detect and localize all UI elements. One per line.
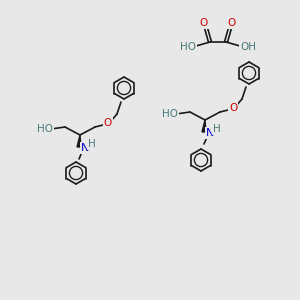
Text: N: N [81,143,89,153]
Text: H: H [213,124,221,134]
Text: N: N [206,128,214,138]
Text: O: O [228,18,236,28]
Polygon shape [202,120,206,132]
Text: O: O [104,118,112,128]
Text: H: H [88,139,96,149]
Text: HO: HO [180,42,196,52]
Text: O: O [229,103,237,113]
Text: HO: HO [162,109,178,119]
Text: OH: OH [240,42,256,52]
Polygon shape [77,135,81,147]
Text: O: O [200,18,208,28]
Text: HO: HO [37,124,53,134]
